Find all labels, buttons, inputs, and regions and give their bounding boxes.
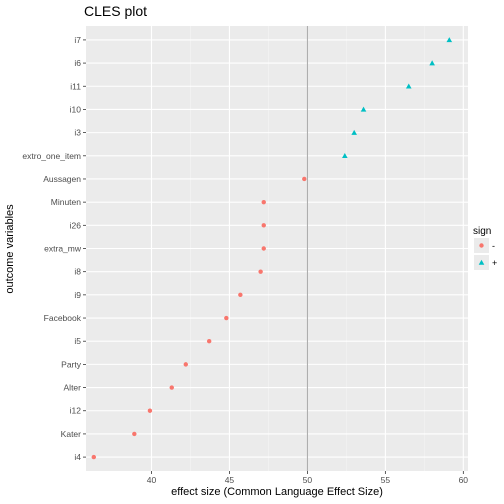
y-tick-label: Aussagen [43,174,81,184]
y-tick-label: i4 [74,452,81,462]
data-point-minuten [261,199,266,205]
y-tick-label: Minuten [51,197,82,207]
y-tick-label: Party [61,359,82,369]
data-point-extro-one-item [342,152,348,159]
y-tick-label: i9 [74,290,81,300]
data-point-i12 [147,408,153,413]
y-tick-label: Alter [64,383,82,393]
data-point-party [183,362,188,367]
y-tick-label: extro_one_item [22,151,81,161]
legend-label: - [492,241,495,251]
data-point-i11 [405,83,412,89]
data-point-i5 [206,339,212,344]
x-tick-label: 40 [147,475,157,485]
data-point-i3 [351,129,357,135]
x-tick-label: 50 [303,475,313,485]
grid-lines [86,26,468,471]
data-point-i6 [429,60,435,66]
data-point-i7 [446,37,453,43]
y-tick-label: i3 [74,128,81,138]
legend-key-circle-icon [479,243,484,248]
y-tick-label: extra_mw [44,244,82,254]
legend-key-triangle-icon [478,259,485,265]
chart-title: CLES plot [84,3,147,19]
legend: sign - + [473,226,497,270]
legend-title: sign [473,226,491,237]
y-tick-label: i8 [74,267,81,277]
x-axis-title: effect size (Common Language Effect Size… [171,486,383,498]
data-point-alter [169,385,174,390]
data-point-i4 [91,454,96,460]
y-tick-label: i12 [70,406,82,416]
data-point-facebook [224,315,229,321]
y-tick-label: Kater [61,429,81,439]
x-tick-label: 55 [381,475,391,485]
legend-label: + [492,258,497,268]
data-point-i10 [360,106,367,112]
x-axis-ticks: 40 45 50 55 60 [147,471,469,485]
data-points [91,37,453,460]
y-tick-label: Facebook [44,313,82,323]
y-tick-label: i5 [74,336,81,346]
y-axis-ticks: i4 Kater i12 Alter Party i5 Facebook i9 i8 extra_… [22,35,86,462]
data-point-i26 [261,223,266,228]
y-tick-label: i11 [70,81,81,91]
data-point-extra-mw [261,246,266,251]
data-point-i8 [258,269,263,274]
y-tick-label: i10 [70,104,82,114]
data-point-aussagen [302,176,307,182]
data-point-i9 [238,292,243,298]
data-point-kater [132,431,137,437]
y-tick-label: i6 [74,58,81,68]
x-tick-label: 45 [225,475,235,485]
y-tick-label: i26 [70,220,82,230]
y-tick-label: i7 [74,35,81,45]
x-tick-label: 60 [459,475,469,485]
y-axis-title: outcome variables [4,204,16,294]
